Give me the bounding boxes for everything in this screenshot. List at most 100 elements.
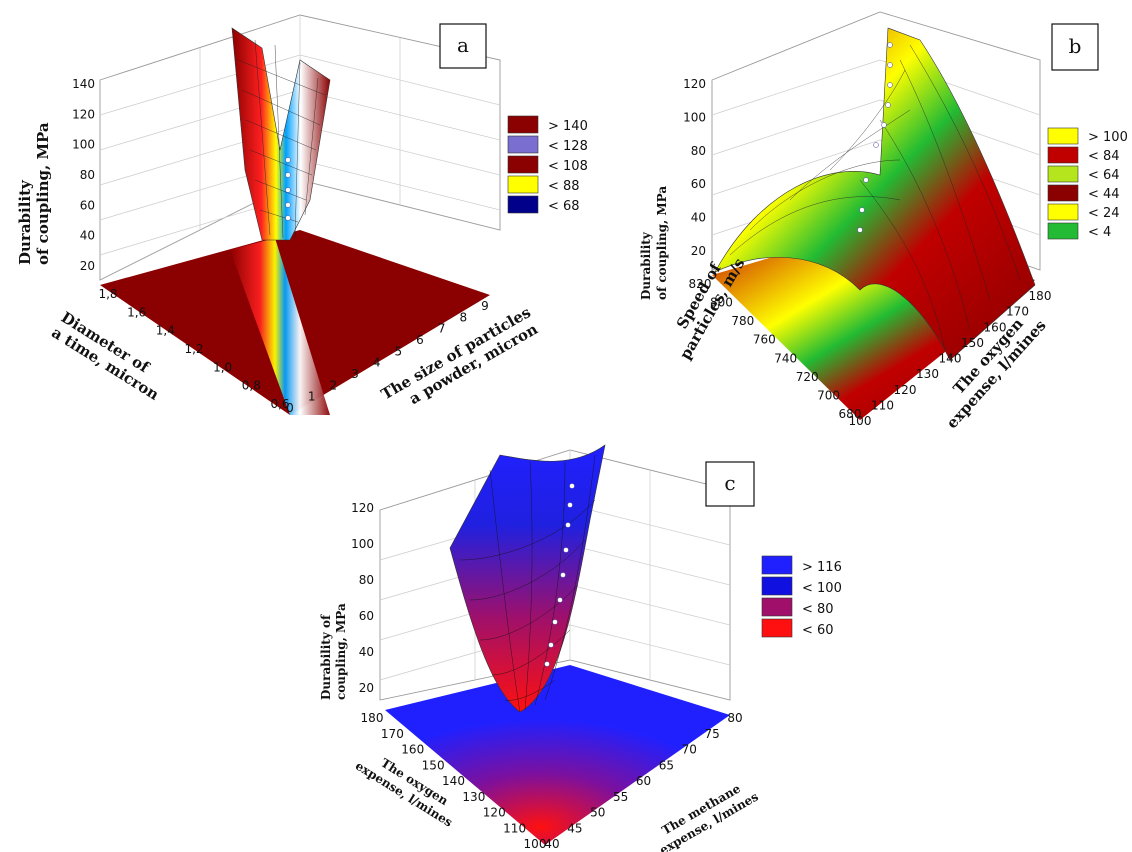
- legend-label: < 60: [802, 623, 834, 638]
- y-tick-label: 1,4: [156, 324, 175, 338]
- z-tick-label: 20: [691, 244, 706, 258]
- z-tick-label: 120: [351, 501, 374, 515]
- y-tick-label: 1,8: [98, 287, 117, 301]
- legend-label: < 84: [1088, 149, 1120, 164]
- panel-b-zlabel: Durability of coupling, MPa: [639, 186, 669, 300]
- z-tick-label: 60: [691, 177, 706, 191]
- z-tick-label: 60: [359, 609, 374, 623]
- panel-a-y-ticks: 1,8 1,6 1,4 1,2 1,0 0,8 0,6: [98, 287, 289, 411]
- legend-label: < 24: [1088, 206, 1120, 221]
- panel-a-wall-grid: [99, 15, 501, 256]
- y-tick-label: 760: [753, 333, 776, 347]
- panel-a-surface-mesh: [237, 39, 326, 239]
- x-tick-label: 80: [727, 711, 742, 725]
- z-tick-label: 20: [80, 259, 95, 273]
- legend-swatch: [1047, 146, 1079, 164]
- y-tick-label: 150: [422, 758, 445, 772]
- panel-c-zlabel: Durability of coupling, MPa: [319, 603, 348, 700]
- legend-swatch: [1047, 165, 1079, 183]
- x-tick-label: 60: [636, 774, 651, 788]
- panel-b-optimum-line: [857, 42, 893, 233]
- legend-swatch: [761, 597, 793, 617]
- panel-b-ylabel: Speed of particles, m/s: [660, 246, 748, 363]
- z-tick-label: 100: [351, 537, 374, 551]
- x-tick-label: 4: [373, 356, 381, 370]
- legend-swatch: [507, 115, 539, 134]
- x-tick-label: 45: [567, 821, 582, 835]
- legend-label: < 80: [802, 602, 834, 617]
- panel-a-zlabel: Durability of coupling, MPa: [16, 122, 52, 265]
- z-tick-label: 80: [80, 168, 95, 182]
- z-tick-label: 120: [72, 107, 95, 121]
- panel-b-surface-mesh: [729, 44, 1021, 351]
- panel-a-optimum-line: [285, 157, 291, 221]
- z-tick-label: 60: [80, 198, 95, 212]
- panel-b-legend: > 100 < 84 < 64 < 44 < 24 < 4: [1047, 127, 1128, 240]
- y-tick-label: 0,8: [242, 379, 261, 393]
- y-tick-label: 700: [817, 388, 840, 402]
- x-tick-label: 70: [682, 743, 697, 757]
- x-tick-label: 55: [613, 790, 628, 804]
- x-tick-label: 7: [438, 322, 446, 336]
- z-tick-label: 140: [72, 77, 95, 91]
- x-tick-label: 120: [894, 383, 917, 397]
- z-tick-label: 20: [359, 681, 374, 695]
- legend-label: > 116: [802, 560, 842, 575]
- x-tick-label: 3: [351, 367, 359, 381]
- y-tick-label: 720: [796, 370, 819, 384]
- panel-b-z-ticks: 20 40 60 80 100 120: [683, 77, 706, 258]
- legend-swatch: [761, 618, 793, 638]
- y-tick-label: 820: [689, 277, 712, 291]
- legend-label: < 108: [548, 159, 588, 174]
- legend-label: < 4: [1088, 225, 1111, 240]
- legend-swatch: [507, 135, 539, 154]
- legend-label: < 44: [1088, 187, 1120, 202]
- panel-b-label-box: [1051, 23, 1099, 71]
- legend-swatch: [1047, 203, 1079, 221]
- legend-swatch: [1047, 184, 1079, 202]
- panel-a-ylabel: Diameter of a time, micron: [48, 308, 171, 404]
- legend-label: < 68: [548, 199, 580, 214]
- panel-a-floor-contour: [230, 238, 330, 415]
- x-tick-label: 5: [395, 344, 403, 358]
- z-tick-label: 100: [72, 138, 95, 152]
- x-tick-label: 1: [308, 390, 316, 404]
- panel-c-floor: [385, 665, 730, 845]
- x-tick-label: 75: [704, 727, 719, 741]
- panel-b-label: b: [1069, 34, 1082, 58]
- y-tick-label: 780: [731, 314, 754, 328]
- panel-c-surface-mesh: [459, 454, 596, 713]
- z-tick-label: 40: [359, 645, 374, 659]
- panel-c: 20 40 60 80 100 120 Durability of coupling, M…: [319, 444, 842, 852]
- y-tick-label: 1,6: [127, 305, 146, 319]
- legend-swatch: [761, 555, 793, 575]
- y-tick-label: 800: [710, 296, 733, 310]
- panel-c-legend: > 116 < 100 < 80 < 60: [761, 555, 842, 638]
- y-tick-label: 110: [503, 821, 526, 835]
- legend-swatch: [761, 576, 793, 596]
- legend-swatch: [507, 175, 539, 194]
- y-tick-label: 170: [381, 727, 404, 741]
- legend-swatch: [507, 195, 539, 214]
- legend-label: < 64: [1088, 168, 1120, 183]
- panel-c-label: c: [724, 471, 735, 495]
- panel-c-xlabel: The methane expense, l/mines: [649, 776, 761, 852]
- panel-a-label-box: [439, 23, 487, 69]
- panel-c-optimum-line: [544, 483, 575, 667]
- x-tick-label: 110: [871, 398, 894, 412]
- legend-label: < 128: [548, 139, 588, 154]
- x-tick-label: 6: [416, 333, 424, 347]
- y-tick-label: 180: [361, 711, 384, 725]
- panel-b-back-walls: [711, 11, 1041, 271]
- y-tick-label: 160: [401, 743, 424, 757]
- legend-label: < 100: [802, 581, 842, 596]
- z-tick-label: 120: [683, 77, 706, 91]
- panel-a-legend: > 140 < 128 < 108 < 88 < 68: [507, 115, 588, 214]
- panel-a-label: a: [457, 33, 469, 57]
- x-tick-label: 180: [1029, 289, 1052, 303]
- legend-swatch: [1047, 127, 1079, 145]
- panel-c-x-ticks: 40 45 50 55 60 65 70 75 80: [544, 711, 742, 851]
